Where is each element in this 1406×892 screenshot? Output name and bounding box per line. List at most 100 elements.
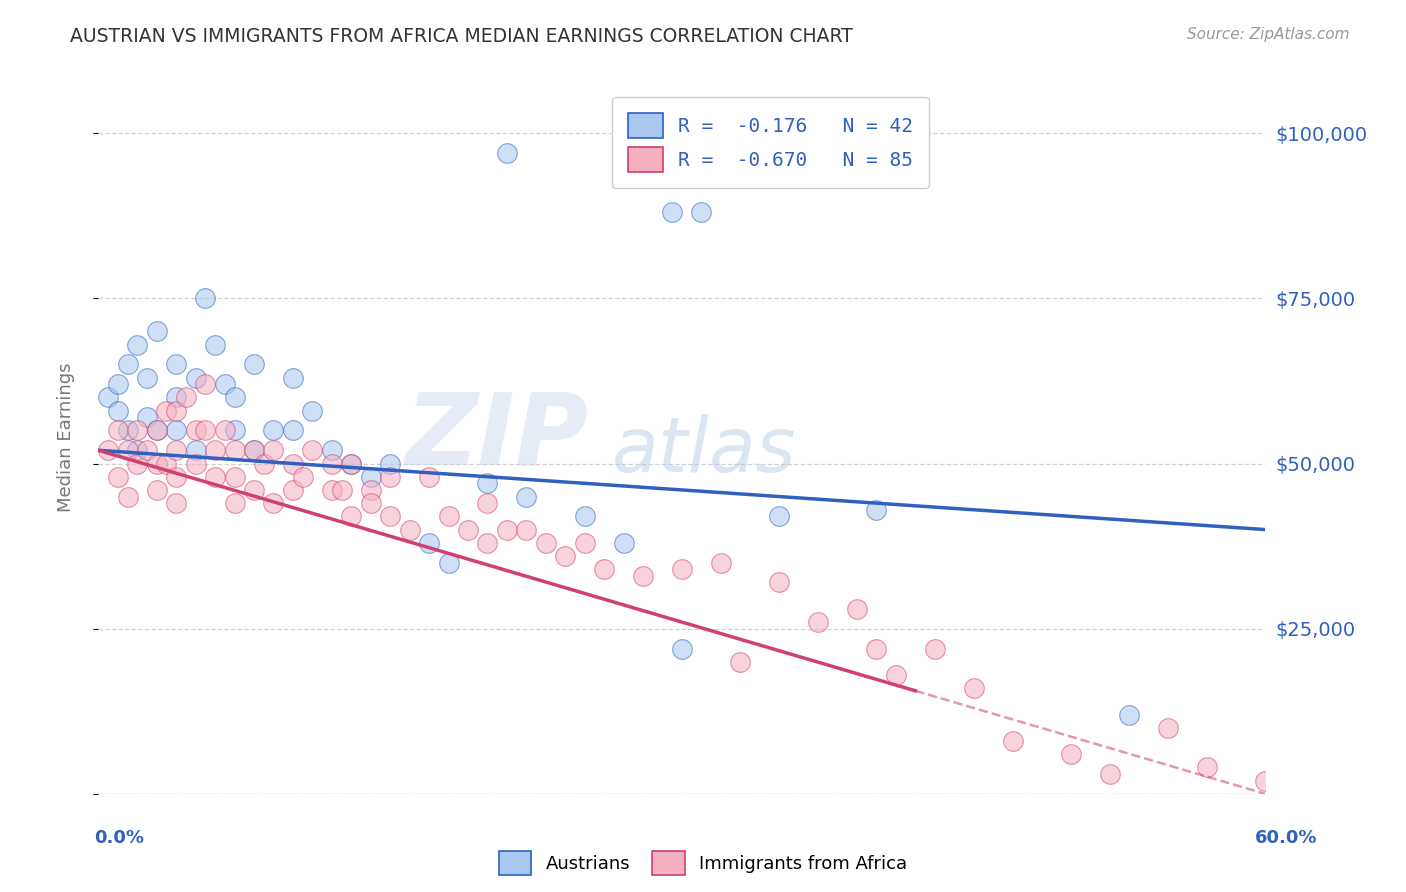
Legend: Austrians, Immigrants from Africa: Austrians, Immigrants from Africa	[492, 844, 914, 882]
Point	[631, 569, 654, 583]
Text: AUSTRIAN VS IMMIGRANTS FROM AFRICA MEDIAN EARNINGS CORRELATION CHART: AUSTRIAN VS IMMIGRANTS FROM AFRICA MEDIA…	[70, 27, 853, 45]
Text: atlas: atlas	[612, 415, 796, 488]
Point	[127, 457, 149, 471]
Point	[165, 469, 187, 483]
Point	[496, 145, 519, 160]
Point	[194, 377, 217, 392]
Point	[281, 424, 304, 438]
Point	[477, 536, 499, 550]
Point	[184, 370, 207, 384]
Point	[360, 496, 382, 510]
Point	[574, 509, 596, 524]
Point	[146, 324, 169, 338]
Text: 0.0%: 0.0%	[94, 829, 145, 847]
Point	[418, 469, 440, 483]
Point	[136, 443, 159, 458]
Point	[865, 502, 887, 516]
Point	[321, 443, 343, 458]
Point	[321, 457, 343, 471]
Point	[165, 403, 187, 417]
Point	[457, 523, 479, 537]
Point	[165, 496, 187, 510]
Point	[962, 681, 984, 695]
Point	[243, 443, 266, 458]
Point	[107, 377, 129, 392]
Point	[671, 641, 693, 656]
Point	[243, 443, 266, 458]
Point	[214, 424, 236, 438]
Point	[165, 443, 187, 458]
Point	[127, 337, 149, 351]
Point	[204, 443, 226, 458]
Point	[136, 370, 159, 384]
Point	[437, 509, 460, 524]
Point	[174, 391, 197, 405]
Point	[477, 476, 499, 491]
Point	[224, 496, 246, 510]
Point	[301, 403, 323, 417]
Point	[768, 575, 790, 590]
Point	[330, 483, 353, 497]
Point	[661, 205, 683, 219]
Point	[117, 490, 139, 504]
Point	[380, 469, 402, 483]
Point	[671, 562, 693, 576]
Text: 60.0%: 60.0%	[1256, 829, 1317, 847]
Point	[846, 602, 869, 616]
Point	[593, 562, 616, 576]
Point	[117, 358, 139, 372]
Point	[380, 457, 402, 471]
Point	[613, 536, 636, 550]
Point	[184, 443, 207, 458]
Point	[398, 523, 420, 537]
Point	[1060, 747, 1083, 762]
Point	[1157, 721, 1180, 735]
Y-axis label: Median Earnings: Median Earnings	[56, 362, 75, 512]
Legend: R =  -0.176   N = 42, R =  -0.670   N = 85: R = -0.176 N = 42, R = -0.670 N = 85	[612, 97, 929, 188]
Point	[418, 536, 440, 550]
Point	[146, 424, 169, 438]
Point	[574, 536, 596, 550]
Point	[184, 457, 207, 471]
Point	[155, 457, 177, 471]
Point	[534, 536, 557, 550]
Point	[340, 457, 363, 471]
Point	[194, 424, 217, 438]
Point	[214, 377, 236, 392]
Point	[690, 205, 713, 219]
Point	[243, 483, 266, 497]
Point	[710, 556, 733, 570]
Point	[301, 443, 323, 458]
Point	[97, 443, 120, 458]
Point	[224, 443, 246, 458]
Point	[437, 556, 460, 570]
Point	[117, 424, 139, 438]
Point	[136, 410, 159, 425]
Point	[340, 457, 363, 471]
Point	[281, 370, 304, 384]
Point	[291, 469, 314, 483]
Point	[107, 424, 129, 438]
Point	[340, 509, 363, 524]
Point	[117, 443, 139, 458]
Point	[1098, 767, 1121, 781]
Point	[865, 641, 887, 656]
Point	[107, 469, 129, 483]
Point	[165, 358, 187, 372]
Point	[146, 457, 169, 471]
Point	[262, 443, 284, 458]
Text: Source: ZipAtlas.com: Source: ZipAtlas.com	[1187, 27, 1350, 42]
Point	[515, 490, 537, 504]
Point	[380, 509, 402, 524]
Point	[194, 291, 217, 305]
Point	[360, 469, 382, 483]
Point	[281, 457, 304, 471]
Point	[262, 424, 284, 438]
Point	[554, 549, 576, 563]
Point	[515, 523, 537, 537]
Point	[360, 483, 382, 497]
Point	[127, 443, 149, 458]
Point	[477, 496, 499, 510]
Point	[165, 424, 187, 438]
Point	[253, 457, 276, 471]
